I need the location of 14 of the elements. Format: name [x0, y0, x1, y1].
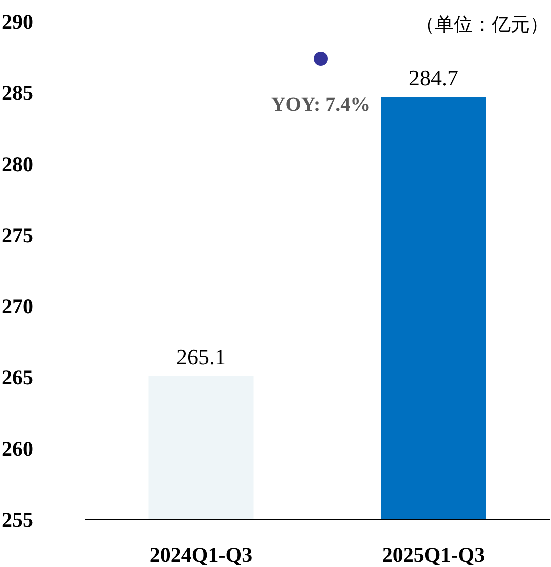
- y-tick-label: 255: [2, 508, 34, 532]
- y-tick-label: 285: [2, 81, 34, 106]
- data-label: 284.7: [409, 65, 458, 90]
- annotation: （单位：亿元）: [416, 14, 549, 36]
- y-tick-label: 260: [2, 436, 34, 461]
- x-tick-label: 2024Q1-Q3: [150, 543, 253, 567]
- y-tick-label: 265: [2, 366, 34, 390]
- y-tick-label: 275: [2, 223, 34, 248]
- annotation: YOY: 7.4%: [271, 94, 371, 116]
- data-label: 265.1: [176, 344, 226, 370]
- y-tick-label: 280: [2, 152, 34, 176]
- y-tick-label: 270: [2, 294, 34, 319]
- x-tick-label: 2025Q1-Q3: [382, 543, 486, 567]
- y-tick-label: 290: [2, 10, 34, 34]
